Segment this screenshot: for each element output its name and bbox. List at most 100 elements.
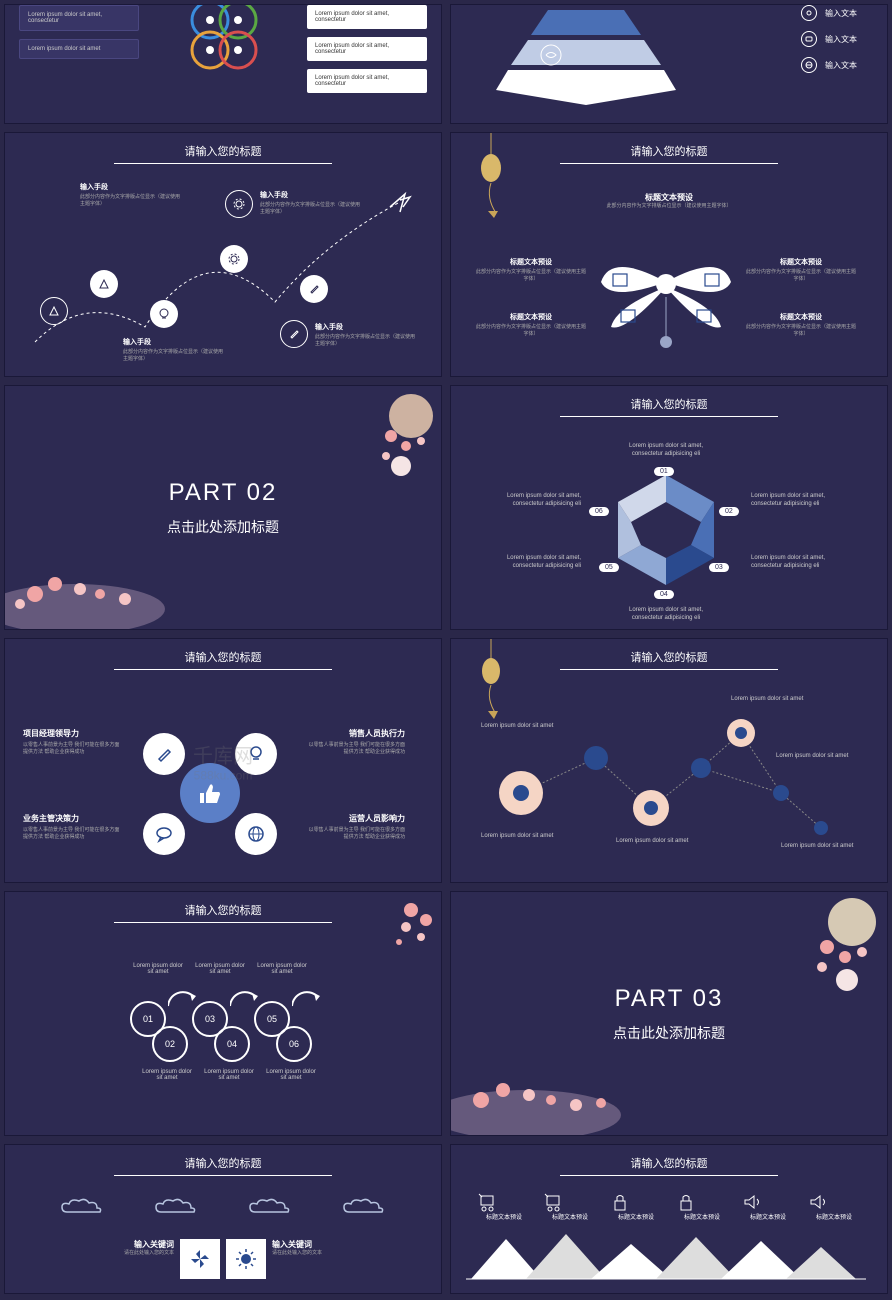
node-gear-icon [220,245,248,273]
divider [560,1175,778,1176]
text-box: Lorem ipsum dolor sit amet, consectetur [19,5,139,31]
icon-item: 标题文本预设 [609,1192,664,1221]
net-label: Lorem ipsum dolor sit amet [481,833,571,839]
item-label: 运营人员影响力以零售人事前景为主导 我们可能在很多方面 提供方法 帮助企业获得成… [305,813,405,841]
net-label: Lorem ipsum dolor sit amet [616,838,706,844]
slide-title: 请输入您的标题 [5,639,441,669]
bulb-icon [235,733,277,775]
slide-title: 请输入您的标题 [451,133,887,163]
slide-title: 请输入您的标题 [451,386,887,416]
petal-label: 标题文本预设此部分内容作为文字排版占位显示（建议使用主题字体） [476,257,586,283]
hex-label: Lorem ipsum dolor sit amet, consectetur … [616,607,716,623]
blossom-decoration [5,559,205,629]
slide-12: 请输入您的标题 标题文本预设 标题文本预设 标题文本预设 标题文本预设 标题文本… [450,1144,888,1294]
cloud-icon [245,1194,295,1219]
slide-11: 请输入您的标题 输入关键词请在此处输入您的文本 输入关键词请在此处输入您的文本 [4,1144,442,1294]
center-thumbs-icon [180,763,240,823]
node-pen-icon [280,320,308,348]
node-label: 输入手段此部分内容作为文字排版占位显示（建议使用主题字体） [80,182,180,208]
network-node [499,771,543,815]
divider [114,922,332,923]
slide-title: 请输入您的标题 [5,133,441,163]
cloud-icon [151,1194,201,1219]
network-node [727,719,755,747]
slide-9: 请输入您的标题 01 02 Lorem ipsum dolor sit amet… [4,891,442,1136]
network-node [633,790,669,826]
icon-item: 标题文本预设 [807,1192,862,1221]
petal-label: 标题文本预设此部分内容作为文字排版占位显示（建议使用主题字体） [476,312,586,338]
text-box: Lorem ipsum dolor sit amet, consectetur [307,69,427,93]
label: 输入文本 [825,60,857,71]
text-box: Lorem ipsum dolor sit amet, consectetur [307,37,427,61]
hex-label: Lorem ipsum dolor sit amet, consectetur … [481,493,581,509]
network-node [691,758,711,778]
node-gear-icon [225,190,253,218]
petal-label: 标题文本预设此部分内容作为文字排版占位显示（建议使用主题字体） [746,257,856,283]
badge: 05 [599,563,619,572]
icon-row: 输入关键词请在此处输入您的文本 输入关键词请在此处输入您的文本 [5,1239,441,1279]
left-text-boxes: Lorem ipsum dolor sit amet, consectetur … [19,5,139,67]
badge: 04 [654,590,674,599]
icon-item: 标题文本预设 [741,1192,796,1221]
divider [560,163,778,164]
net-label: Lorem ipsum dolor sit amet [776,753,866,759]
hex-label: Lorem ipsum dolor sit amet, consectetur … [751,555,851,571]
blossom-decoration [767,892,887,1002]
node-label: 输入手段此部分内容作为文字排版占位显示（建议使用主题字体） [315,322,415,348]
part-number: PART 03 [615,985,724,1013]
part-title: 点击此处添加标题 [613,1023,725,1043]
right-text-boxes: Lorem ipsum dolor sit amet, consectetur … [307,5,427,101]
node-pen-icon [300,275,328,303]
item-label: 项目经理领导力以零售人事前景为主导 我们可能在很多方面 提供方法 帮助企业获得成… [23,728,123,756]
chat-icon [143,813,185,855]
label: 输入文本 [825,34,857,45]
network-node [584,746,608,770]
sun-icon [226,1239,266,1279]
badge: 03 [709,563,729,572]
text-box: Lorem ipsum dolor sit amet, consectetur [307,5,427,29]
globe-icon [235,813,277,855]
slide-8: 请输入您的标题 Lorem ipsum dolor sit amet Lorem… [450,638,888,883]
circle-pair: 01 02 Lorem ipsum dolor sit amet Lorem i… [130,991,192,1071]
badge: 06 [589,507,609,516]
net-label: Lorem ipsum dolor sit amet [731,696,821,702]
node-bulb-icon [150,300,178,328]
icon-item: 标题文本预设 [675,1192,730,1221]
slide-title: 请输入您的标题 [451,639,887,669]
badge: 01 [654,467,674,476]
icon-item: 标题文本预设 [477,1192,532,1221]
node-icon [90,270,118,298]
keyword-label: 输入关键词请在此处输入您的文本 [84,1239,174,1279]
item-label: 业务主管决策力以零售人事前景为主导 我们可能在很多方面 提供方法 帮助企业获得成… [23,813,123,841]
slide-6: 请输入您的标题 01 02 03 04 05 06 Lorem ipsum do… [450,385,888,630]
divider [560,669,778,670]
item-label: 销售人员执行力以零售人事前景为主导 我们可能在很多方面 提供方法 帮助企业获得成… [305,728,405,756]
slide-grid: Lorem ipsum dolor sit amet, consectetur … [0,0,892,1298]
pyramid-labels: 输入文本 输入文本 输入文本 [801,5,857,83]
slide-7: 请输入您的标题 项目经理领导力以零售人事前景为主导 我们可能在很多方面 提供方法… [4,638,442,883]
net-label: Lorem ipsum dolor sit amet [481,723,571,729]
cloud-icon [339,1194,389,1219]
divider [114,163,332,164]
slide-part-03: PART 03 点击此处添加标题 [450,891,888,1136]
slide-title: 请输入您的标题 [5,1145,441,1175]
icon-item: 标题文本预设 [543,1192,598,1221]
net-label: Lorem ipsum dolor sit amet [781,843,871,849]
label: 输入文本 [825,8,857,19]
ring-diagram [180,4,270,85]
divider [114,669,332,670]
slide-4: 请输入您的标题 标题文本预设 此部分内容作为文字排版占位显示（建议使用主题字体） [450,132,888,377]
node-label: 输入手段此部分内容作为文字排版占位显示（建议使用主题字体） [123,337,223,363]
icon-row: 标题文本预设 标题文本预设 标题文本预设 标题文本预设 标题文本预设 标题文本预… [451,1184,887,1225]
circle-pair: 03 04 Lorem ipsum dolor sit amet Lorem i… [192,991,254,1071]
part-number: PART 02 [169,479,278,507]
cloud-row [5,1184,441,1229]
petal-label: 标题文本预设此部分内容作为文字排版占位显示（建议使用主题字体） [746,312,856,338]
part-title: 点击此处添加标题 [167,517,279,537]
cloud-icon [57,1194,107,1219]
network-node [814,821,828,835]
slide-title: 请输入您的标题 [451,1145,887,1175]
globe-icon [801,57,817,73]
slide-part-02: PART 02 点击此处添加标题 [4,385,442,630]
blossom-decoration [451,1065,661,1135]
